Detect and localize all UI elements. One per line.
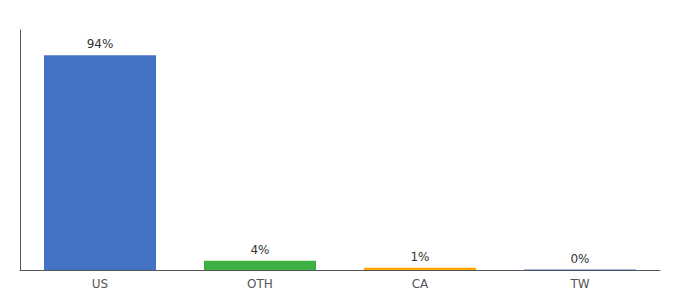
svg-text:0%: 0% (570, 252, 589, 266)
svg-text:TW: TW (569, 277, 589, 291)
svg-text:1%: 1% (410, 250, 429, 264)
svg-text:CA: CA (412, 277, 429, 291)
svg-text:OTH: OTH (247, 277, 273, 291)
svg-text:4%: 4% (250, 243, 269, 257)
svg-text:US: US (92, 277, 108, 291)
svg-text:94%: 94% (87, 37, 114, 51)
